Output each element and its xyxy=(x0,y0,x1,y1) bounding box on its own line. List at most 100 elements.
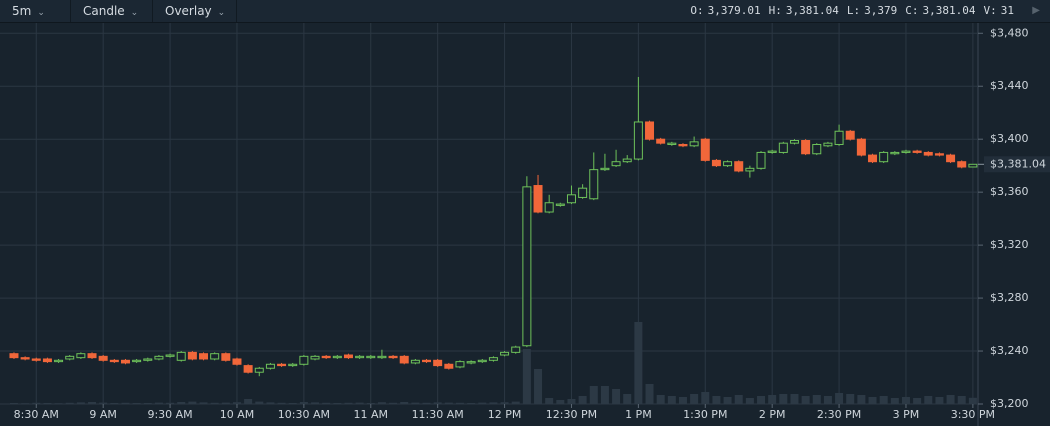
x-tick-label: 11:30 AM xyxy=(412,408,464,421)
candle-body xyxy=(890,151,900,155)
volume-bar xyxy=(801,396,810,404)
volume-bar xyxy=(545,398,554,404)
candle-body xyxy=(678,143,688,147)
candle-body xyxy=(789,140,799,144)
x-tick-label: 1:30 PM xyxy=(683,408,727,421)
x-tick-label: 1 PM xyxy=(625,408,652,421)
candle-body xyxy=(377,355,387,359)
candle-body xyxy=(700,138,710,161)
volume-bar xyxy=(678,397,687,404)
candle-body xyxy=(299,355,309,365)
volume-bar xyxy=(366,403,375,404)
volume-bar xyxy=(311,402,320,404)
volume-bar xyxy=(377,402,386,404)
volume-bar xyxy=(913,398,922,404)
candle-body xyxy=(901,150,911,153)
volume-bar xyxy=(21,403,30,404)
chart-type: Candle xyxy=(83,4,125,18)
overlay: Overlay xyxy=(165,4,212,18)
volume-bar xyxy=(322,402,331,404)
candle-body xyxy=(544,202,554,213)
candle-body xyxy=(310,355,320,360)
volume-bar xyxy=(277,402,286,404)
volume-bar xyxy=(701,392,710,404)
candle-body xyxy=(957,161,967,168)
volume-bar xyxy=(612,389,621,404)
candle-body xyxy=(600,167,610,171)
candle-body xyxy=(165,354,175,357)
candle-body xyxy=(265,363,275,369)
chart-type-dropdown[interactable]: Candle ⌄ xyxy=(71,0,153,22)
volume-bar xyxy=(355,402,364,404)
volume-bar xyxy=(589,386,598,404)
volume-bar xyxy=(121,402,130,404)
x-tick-label: 12:30 PM xyxy=(546,408,597,421)
stat-value: 3,381.04 xyxy=(922,4,976,17)
volume-bar xyxy=(667,396,676,404)
candle-body xyxy=(723,161,733,167)
candle-body xyxy=(845,130,855,140)
overlay-dropdown[interactable]: Overlay ⌄ xyxy=(153,0,237,22)
volume-bar xyxy=(288,403,297,404)
candle-body xyxy=(823,142,833,147)
candle-body xyxy=(54,359,64,363)
volume-bar xyxy=(935,397,944,404)
volume-bar xyxy=(444,402,453,404)
stat-label: V: xyxy=(983,4,997,17)
candle-body xyxy=(388,355,398,359)
volume-bar xyxy=(188,401,197,404)
x-tick-label: 10:30 AM xyxy=(278,408,330,421)
volume-bar xyxy=(634,322,643,404)
volume-bar xyxy=(143,403,152,404)
volume-bar xyxy=(132,403,141,404)
candle-body xyxy=(20,357,30,360)
stat: O: 3,379.01 xyxy=(690,4,760,17)
volume-bar xyxy=(500,402,509,404)
volume-bar xyxy=(757,396,766,404)
stat-label: O: xyxy=(690,4,704,17)
volume-bar xyxy=(968,397,977,404)
x-tick-label: 8:30 AM xyxy=(14,408,59,421)
candle-body xyxy=(856,138,866,156)
y-tick-label: $3,280 xyxy=(990,291,1029,304)
stat: L: 3,379 xyxy=(847,4,897,17)
y-tick-label: $3,240 xyxy=(990,344,1029,357)
volume-bar xyxy=(88,402,97,404)
candle-body xyxy=(912,150,922,153)
volume-bar xyxy=(489,402,498,404)
candle-body xyxy=(187,351,197,360)
volume-bar xyxy=(54,403,63,404)
x-tick-label: 12 PM xyxy=(488,408,522,421)
volume-bar xyxy=(578,396,587,404)
candle-body xyxy=(332,355,342,359)
candle-body xyxy=(656,138,666,144)
volume-bar xyxy=(857,395,866,404)
candle-body xyxy=(221,353,231,361)
candle-body xyxy=(879,151,889,163)
candle-body xyxy=(611,161,621,167)
candle-body xyxy=(444,363,454,369)
volume-bar xyxy=(879,396,888,404)
volume-bar xyxy=(790,394,799,404)
volume-bar xyxy=(623,394,632,404)
volume-bar xyxy=(76,402,85,404)
interval-dropdown[interactable]: 5m ⌄ xyxy=(0,0,71,22)
volume-bar xyxy=(745,398,754,404)
volume-bar xyxy=(299,402,308,404)
volume-bar xyxy=(567,399,576,404)
volume-bar xyxy=(210,402,219,404)
candle-body xyxy=(555,203,565,206)
volume-bar xyxy=(823,396,832,404)
volume-bar xyxy=(467,403,476,404)
candle-body xyxy=(622,158,632,163)
volume-bar xyxy=(32,402,41,404)
y-tick-label: $3,400 xyxy=(990,132,1029,145)
play-button[interactable]: ▶ xyxy=(1032,5,1040,16)
volume-bar xyxy=(411,402,420,404)
candle-body xyxy=(734,161,744,172)
candle-body xyxy=(968,163,978,168)
x-tick-label: 3 PM xyxy=(893,408,920,421)
volume-bar xyxy=(600,386,609,404)
